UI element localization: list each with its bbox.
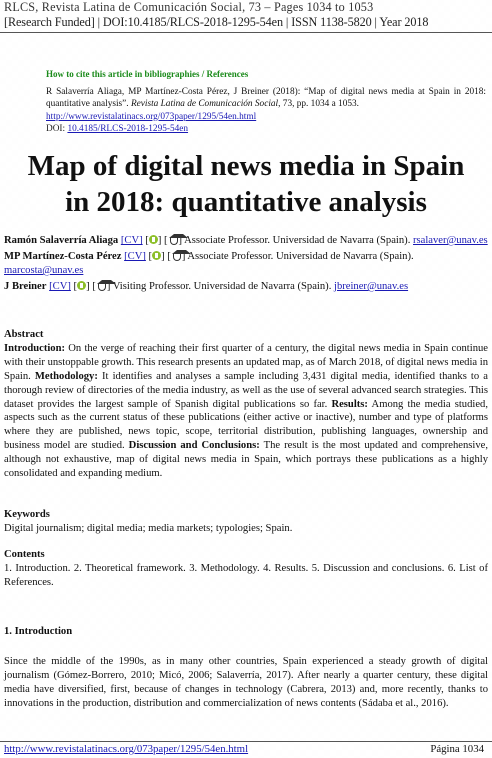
footer-url-link[interactable]: http://www.revistalatinacs.org/073paper/…: [4, 743, 249, 755]
page-footer: http://www.revistalatinacs.org/073paper/…: [4, 743, 488, 755]
author-name: MP Martínez-Costa Pérez: [4, 251, 122, 262]
author-entry: MP Martínez-Costa Pérez [CV] [] [] Assoc…: [4, 250, 414, 276]
orcid-icon[interactable]: [77, 281, 87, 290]
google-scholar-icon[interactable]: [168, 234, 188, 245]
contents-section: Contents 1. Introduction. 2. Theoretical…: [4, 548, 488, 590]
cv-link[interactable]: [CV]: [120, 235, 143, 246]
contents-text: 1. Introduction. 2. Theoretical framewor…: [4, 562, 488, 588]
author-name: J Breiner: [4, 281, 47, 292]
article-title: Map of digital news media in Spain in 20…: [27, 150, 465, 218]
cv-link[interactable]: [CV]: [124, 251, 146, 262]
abstract-heading: Abstract: [4, 329, 44, 340]
author-list: Ramón Salaverría Aliaga [CV] [] [] Assoc…: [4, 234, 488, 296]
introduction-heading: 1. Introduction: [4, 626, 73, 637]
keywords-section: Keywords Digital journalism; digital med…: [4, 508, 488, 536]
citation-url-link[interactable]: http://www.revistalatinacs.org/073paper/…: [46, 111, 257, 122]
page-number: Página 1034: [430, 743, 484, 755]
citation-box: How to cite this article in bibliographi…: [46, 68, 486, 136]
introduction-text: Since the middle of the 1990s, as in man…: [4, 656, 488, 709]
author-entry: Ramón Salaverría Aliaga [CV] [] [] Assoc…: [4, 234, 488, 246]
article-meta-header: [Research Funded] | DOI:10.4185/RLCS-201…: [4, 15, 429, 29]
author-email-link[interactable]: jbreiner@unav.es: [334, 281, 409, 292]
abstract-section: Abstract Introduction: On the verge of r…: [4, 328, 488, 481]
header-divider: [0, 32, 492, 33]
keywords-heading: Keywords: [4, 509, 50, 520]
author-email-link[interactable]: rsalaver@unav.es: [413, 235, 488, 246]
abstract-text: Introduction: On the verge of reaching t…: [4, 342, 488, 480]
cv-link[interactable]: [CV]: [49, 281, 71, 292]
author-name: Ramón Salaverría Aliaga: [4, 235, 119, 246]
footer-divider: [0, 741, 492, 742]
journal-header: RLCS, Revista Latina de Comunicación Soc…: [4, 0, 374, 14]
author-email-link[interactable]: marcosta@unav.es: [4, 265, 84, 276]
contents-heading: Contents: [4, 549, 45, 560]
google-scholar-icon[interactable]: [96, 280, 116, 291]
citation-text: R Salaverría Aliaga, MP Martínez-Costa P…: [46, 86, 486, 135]
keywords-text: Digital journalism; digital media; media…: [4, 522, 293, 534]
orcid-icon[interactable]: [152, 251, 162, 260]
citation-heading: How to cite this article in bibliographi…: [46, 69, 249, 79]
orcid-icon[interactable]: [148, 235, 158, 244]
author-entry: J Breiner [CV] [] [] Visiting Professor.…: [4, 280, 409, 292]
journal-name: Revista Latina de Comunicación Social: [130, 99, 279, 110]
google-scholar-icon[interactable]: [171, 250, 191, 261]
doi-link[interactable]: 10.4185/RLCS-2018-1295-54en: [67, 124, 189, 135]
